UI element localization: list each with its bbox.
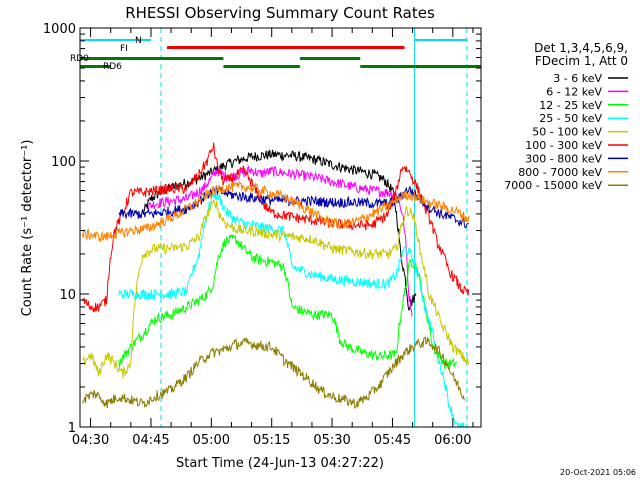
legend-label-300-800-kev: 300 - 800 keV bbox=[525, 152, 602, 165]
legend-label-3-6-kev: 3 - 6 keV bbox=[553, 72, 602, 85]
rd6-bar-3 bbox=[360, 65, 481, 68]
x-tick-label: 05:00 bbox=[193, 433, 230, 448]
x-tick-label: 06:00 bbox=[434, 433, 471, 448]
x-tick-label: 05:15 bbox=[253, 433, 290, 448]
series-line-25-50-kev bbox=[118, 189, 465, 427]
legend-label-100-300-kev: 100 - 300 keV bbox=[525, 139, 602, 152]
flare-bar bbox=[167, 46, 405, 49]
chart-title: RHESSI Observing Summary Count Rates bbox=[125, 4, 435, 22]
axes-layer: 1 10 100 1000 04:30 04:45 05:00 05:15 05:30 05:45… bbox=[43, 22, 481, 448]
x-tick-label: 04:30 bbox=[72, 433, 109, 448]
x-tick-label: 05:45 bbox=[374, 433, 411, 448]
rd0-bar-1 bbox=[80, 57, 224, 60]
rd0-bar-2 bbox=[299, 57, 361, 60]
x-tick-label: 04:45 bbox=[132, 433, 169, 448]
series-line-50-100-kev bbox=[82, 199, 470, 379]
x-tick-label: 05:30 bbox=[313, 433, 350, 448]
legend-label-50-100-kev: 50 - 100 keV bbox=[532, 126, 602, 139]
series-line-100-300-kev bbox=[82, 142, 470, 313]
annotation-n: N bbox=[135, 36, 142, 46]
timestamp-footer: 20-Oct-2021 05:06 bbox=[560, 468, 636, 477]
legend-header-line-1: Det 1,3,4,5,6,9, bbox=[534, 41, 628, 55]
rd6-bar-1 bbox=[80, 65, 111, 68]
night-bar-2 bbox=[414, 39, 467, 41]
series-line-3-6-kev bbox=[142, 149, 417, 311]
y-tick-label: 1000 bbox=[43, 22, 76, 37]
annotation-fi: FI bbox=[120, 44, 128, 54]
series-layer bbox=[82, 142, 470, 427]
legend-label-6-12-kev: 6 - 12 keV bbox=[546, 85, 602, 98]
legend-label-7000-15000-kev: 7000 - 15000 keV bbox=[504, 179, 602, 192]
legend-header-line-2: FDecim 1, Att 0 bbox=[535, 54, 628, 68]
series-line-800-7000-kev bbox=[82, 180, 470, 242]
y-tick-label: 1 bbox=[68, 421, 76, 436]
legend-label-800-7000-kev: 800 - 7000 keV bbox=[518, 166, 602, 179]
x-axis-label: Start Time (24-Jun-13 04:27:22) bbox=[176, 456, 384, 471]
y-tick-label: 100 bbox=[51, 155, 76, 170]
legend-label-25-50-kev: 25 - 50 keV bbox=[539, 112, 602, 125]
series-line-12-25-kev bbox=[118, 233, 457, 369]
y-tick-label: 10 bbox=[59, 288, 76, 303]
rd6-bar-2 bbox=[223, 65, 300, 68]
series-line-6-12-kev bbox=[146, 165, 413, 317]
series-line-300-800-kev bbox=[118, 185, 469, 229]
plot-frame bbox=[79, 27, 482, 428]
night-bar-1 bbox=[80, 39, 151, 41]
series-line-7000-15000-kev bbox=[82, 336, 465, 409]
legend-label-12-25-kev: 12 - 25 keV bbox=[539, 99, 602, 112]
annotation-rd6: RD6 bbox=[103, 62, 122, 72]
y-axis-label: Count Rate (s⁻¹ detector⁻¹) bbox=[20, 140, 35, 317]
